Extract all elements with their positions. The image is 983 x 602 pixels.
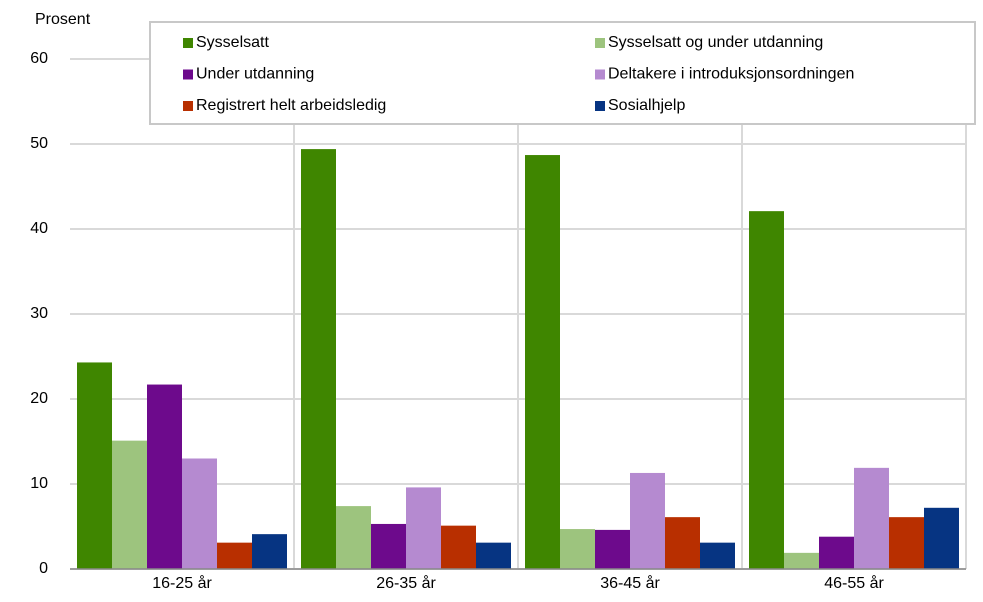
x-tick-label: 46-55 år (824, 574, 884, 592)
bar (112, 440, 147, 569)
legend-label: Sysselsatt (196, 34, 269, 51)
legend-label: Deltakere i introduksjonsordningen (608, 66, 854, 83)
bar (784, 552, 819, 569)
bar (476, 542, 511, 569)
legend-swatch (595, 101, 605, 111)
bar (700, 542, 735, 569)
legend-swatch (595, 69, 605, 80)
bar (854, 467, 889, 569)
y-tick-label: 20 (30, 390, 48, 407)
bar (217, 542, 252, 569)
y-axis-label: Prosent (35, 11, 91, 28)
bar (630, 472, 665, 569)
bar (182, 458, 217, 569)
legend-label: Under utdanning (196, 66, 314, 83)
bar (749, 211, 784, 569)
legend-swatch (183, 101, 193, 111)
legend-box (149, 21, 976, 125)
legend-label: Sosialhjelp (608, 97, 685, 114)
y-tick-label: 40 (30, 220, 48, 237)
legend-label: Registrert helt arbeidsledig (196, 97, 386, 114)
bar (560, 529, 595, 569)
bar (147, 384, 182, 569)
bar (301, 149, 336, 569)
bar (406, 487, 441, 569)
y-tick-label: 50 (30, 135, 48, 152)
bar (371, 523, 406, 569)
legend-swatch (183, 38, 193, 48)
x-tick-label: 26-35 år (376, 574, 436, 592)
legend-swatch (595, 38, 605, 48)
bar (595, 529, 630, 569)
bar (252, 534, 287, 569)
legend-label: Sysselsatt og under utdanning (608, 34, 823, 51)
bar (525, 155, 560, 570)
x-tick-label: 36-45 år (600, 574, 660, 592)
bar (441, 525, 476, 569)
y-tick-label: 0 (39, 560, 48, 577)
y-tick-label: 60 (30, 50, 48, 67)
bar (924, 507, 959, 569)
bar (336, 506, 371, 569)
bar (77, 362, 112, 569)
legend-swatch (183, 69, 193, 80)
y-tick-label: 10 (30, 475, 48, 492)
bar (889, 517, 924, 569)
bar (665, 517, 700, 569)
y-tick-label: 30 (30, 305, 48, 322)
bar (819, 536, 854, 569)
x-tick-label: 16-25 år (152, 574, 212, 592)
